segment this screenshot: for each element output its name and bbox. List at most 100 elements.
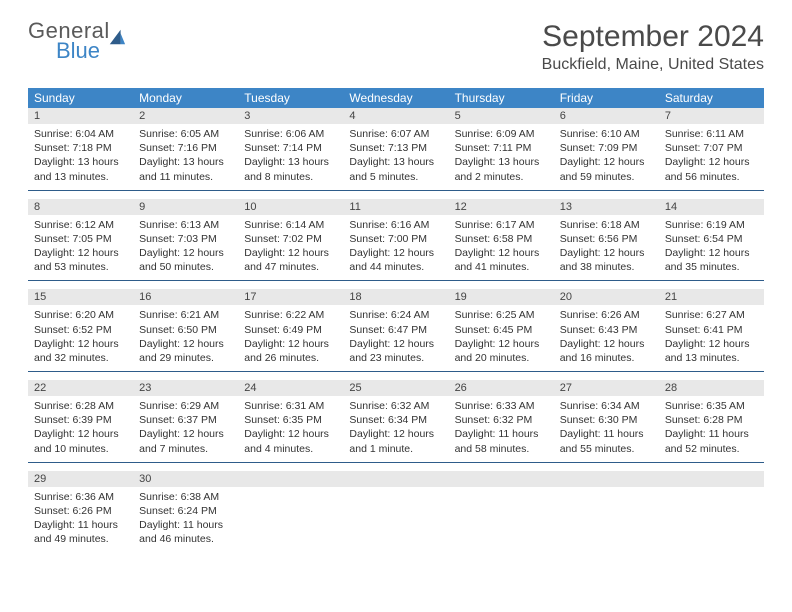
day-number: 26 [449, 380, 554, 396]
day-number: 27 [554, 380, 659, 396]
daylight-line: Daylight: 12 hours and 38 minutes. [560, 246, 653, 274]
day-number: 6 [554, 108, 659, 124]
sunset-line: Sunset: 7:00 PM [349, 232, 442, 246]
location: Buckfield, Maine, United States [542, 56, 764, 74]
day-8: 8Sunrise: 6:12 AMSunset: 7:05 PMDaylight… [28, 199, 133, 281]
day-15: 15Sunrise: 6:20 AMSunset: 6:52 PMDayligh… [28, 289, 133, 371]
sunrise-line: Sunrise: 6:06 AM [244, 127, 337, 141]
sunrise-line: Sunrise: 6:05 AM [139, 127, 232, 141]
day-content: Sunrise: 6:38 AMSunset: 6:24 PMDaylight:… [133, 487, 238, 553]
day-number: 5 [449, 108, 554, 124]
day-4: 4Sunrise: 6:07 AMSunset: 7:13 PMDaylight… [343, 108, 448, 190]
daylight-line: Daylight: 12 hours and 26 minutes. [244, 337, 337, 365]
logo-blue: Blue [56, 40, 110, 62]
daylight-line: Daylight: 13 hours and 11 minutes. [139, 155, 232, 183]
day-number: 19 [449, 289, 554, 305]
dow-monday: Monday [133, 88, 238, 108]
day-number: 25 [343, 380, 448, 396]
day-content: Sunrise: 6:18 AMSunset: 6:56 PMDaylight:… [554, 215, 659, 281]
sunrise-line: Sunrise: 6:24 AM [349, 308, 442, 322]
day-11: 11Sunrise: 6:16 AMSunset: 7:00 PMDayligh… [343, 199, 448, 281]
day-5: 5Sunrise: 6:09 AMSunset: 7:11 PMDaylight… [449, 108, 554, 190]
sunrise-line: Sunrise: 6:29 AM [139, 399, 232, 413]
day-content [449, 487, 554, 535]
daylight-line: Daylight: 13 hours and 8 minutes. [244, 155, 337, 183]
dow-row: SundayMondayTuesdayWednesdayThursdayFrid… [28, 88, 764, 108]
day-content: Sunrise: 6:14 AMSunset: 7:02 PMDaylight:… [238, 215, 343, 281]
sunrise-line: Sunrise: 6:22 AM [244, 308, 337, 322]
day-18: 18Sunrise: 6:24 AMSunset: 6:47 PMDayligh… [343, 289, 448, 371]
day-empty [659, 471, 764, 553]
sunrise-line: Sunrise: 6:31 AM [244, 399, 337, 413]
sunrise-line: Sunrise: 6:38 AM [139, 490, 232, 504]
day-content: Sunrise: 6:21 AMSunset: 6:50 PMDaylight:… [133, 305, 238, 371]
day-number: 13 [554, 199, 659, 215]
day-21: 21Sunrise: 6:27 AMSunset: 6:41 PMDayligh… [659, 289, 764, 371]
day-content: Sunrise: 6:28 AMSunset: 6:39 PMDaylight:… [28, 396, 133, 462]
sunset-line: Sunset: 6:24 PM [139, 504, 232, 518]
daylight-line: Daylight: 12 hours and 32 minutes. [34, 337, 127, 365]
sunset-line: Sunset: 6:45 PM [455, 323, 548, 337]
daylight-line: Daylight: 12 hours and 1 minute. [349, 427, 442, 455]
header: General Blue September 2024 Buckfield, M… [28, 20, 764, 74]
day-content: Sunrise: 6:07 AMSunset: 7:13 PMDaylight:… [343, 124, 448, 190]
sunset-line: Sunset: 6:58 PM [455, 232, 548, 246]
sunset-line: Sunset: 7:07 PM [665, 141, 758, 155]
dow-saturday: Saturday [659, 88, 764, 108]
day-content: Sunrise: 6:34 AMSunset: 6:30 PMDaylight:… [554, 396, 659, 462]
day-number: 17 [238, 289, 343, 305]
sunset-line: Sunset: 7:02 PM [244, 232, 337, 246]
dow-thursday: Thursday [449, 88, 554, 108]
title-block: September 2024 Buckfield, Maine, United … [542, 20, 764, 74]
day-number: 2 [133, 108, 238, 124]
page-title: September 2024 [542, 20, 764, 54]
day-content: Sunrise: 6:33 AMSunset: 6:32 PMDaylight:… [449, 396, 554, 462]
day-content: Sunrise: 6:35 AMSunset: 6:28 PMDaylight:… [659, 396, 764, 462]
day-content: Sunrise: 6:13 AMSunset: 7:03 PMDaylight:… [133, 215, 238, 281]
day-number: 22 [28, 380, 133, 396]
day-empty [449, 471, 554, 553]
day-19: 19 Sunrise: 6:25 AMSunset: 6:45 PMDayligh… [449, 289, 554, 371]
sunrise-line: Sunrise: 6:26 AM [560, 308, 653, 322]
daylight-line: Daylight: 11 hours and 52 minutes. [665, 427, 758, 455]
daylight-line: Daylight: 11 hours and 58 minutes. [455, 427, 548, 455]
day-number: 18 [343, 289, 448, 305]
sunset-line: Sunset: 7:05 PM [34, 232, 127, 246]
sunset-line: Sunset: 6:37 PM [139, 413, 232, 427]
day-content: Sunrise: 6:20 AMSunset: 6:52 PMDaylight:… [28, 305, 133, 371]
day-2: 2Sunrise: 6:05 AMSunset: 7:16 PMDaylight… [133, 108, 238, 190]
daylight-line: Daylight: 13 hours and 13 minutes. [34, 155, 127, 183]
daylight-line: Daylight: 12 hours and 35 minutes. [665, 246, 758, 274]
calendar: SundayMondayTuesdayWednesdayThursdayFrid… [28, 88, 764, 552]
dow-wednesday: Wednesday [343, 88, 448, 108]
day-empty [554, 471, 659, 553]
day-content: Sunrise: 6:06 AMSunset: 7:14 PMDaylight:… [238, 124, 343, 190]
sunrise-line: Sunrise: 6:25 AM [455, 308, 548, 322]
sunset-line: Sunset: 6:54 PM [665, 232, 758, 246]
week-row: 22Sunrise: 6:28 AMSunset: 6:39 PMDayligh… [28, 380, 764, 463]
sunset-line: Sunset: 6:28 PM [665, 413, 758, 427]
day-number: 1 [28, 108, 133, 124]
sunset-line: Sunset: 6:49 PM [244, 323, 337, 337]
daylight-line: Daylight: 12 hours and 20 minutes. [455, 337, 548, 365]
day-content [238, 487, 343, 535]
day-empty [343, 471, 448, 553]
sunrise-line: Sunrise: 6:28 AM [34, 399, 127, 413]
day-13: 13Sunrise: 6:18 AMSunset: 6:56 PMDayligh… [554, 199, 659, 281]
dow-friday: Friday [554, 88, 659, 108]
daylight-line: Daylight: 11 hours and 49 minutes. [34, 518, 127, 546]
day-14: 14Sunrise: 6:19 AMSunset: 6:54 PMDayligh… [659, 199, 764, 281]
day-number [449, 471, 554, 487]
day-number: 3 [238, 108, 343, 124]
daylight-line: Daylight: 12 hours and 44 minutes. [349, 246, 442, 274]
day-content: Sunrise: 6:05 AMSunset: 7:16 PMDaylight:… [133, 124, 238, 190]
day-27: 27Sunrise: 6:34 AMSunset: 6:30 PMDayligh… [554, 380, 659, 462]
day-content: Sunrise: 6:36 AMSunset: 6:26 PMDaylight:… [28, 487, 133, 553]
logo-sail-icon [108, 28, 126, 46]
sunrise-line: Sunrise: 6:36 AM [34, 490, 127, 504]
daylight-line: Daylight: 12 hours and 59 minutes. [560, 155, 653, 183]
day-25: 25Sunrise: 6:32 AMSunset: 6:34 PMDayligh… [343, 380, 448, 462]
sunrise-line: Sunrise: 6:19 AM [665, 218, 758, 232]
day-content: Sunrise: 6:24 AMSunset: 6:47 PMDaylight:… [343, 305, 448, 371]
sunrise-line: Sunrise: 6:35 AM [665, 399, 758, 413]
